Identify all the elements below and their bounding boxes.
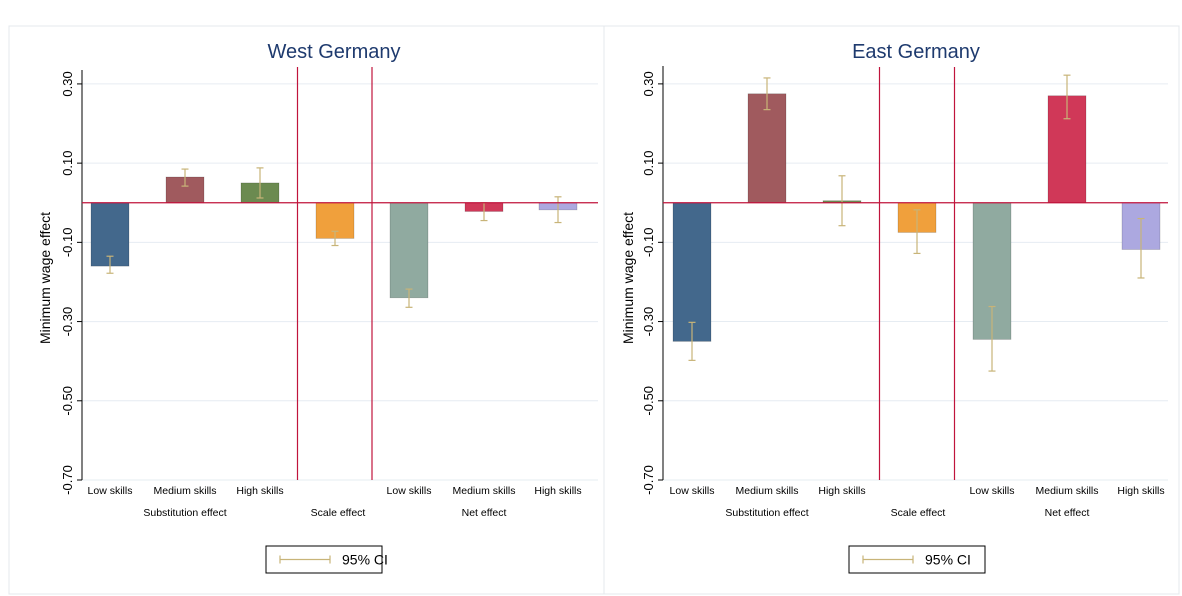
figure-frame [8, 25, 1180, 595]
group-label: Substitution effect [143, 507, 226, 519]
y-tick-label: -0.30 [60, 307, 75, 337]
group-label: Scale effect [891, 507, 946, 519]
bar [389, 202, 429, 299]
x-tick-label: Low skills [670, 485, 715, 497]
x-tick-label: High skills [534, 485, 581, 497]
legend-label: 95% CI [925, 552, 971, 568]
bar [90, 202, 130, 267]
y-tick-label: 0.30 [641, 71, 656, 96]
y-tick-label: -0.30 [641, 307, 656, 337]
y-tick-label: -0.10 [60, 228, 75, 258]
y-tick-label: 0.10 [641, 150, 656, 175]
x-tick-label: Medium skills [153, 485, 216, 497]
x-tick-label: Medium skills [1035, 485, 1098, 497]
group-label: Net effect [462, 507, 507, 519]
y-tick-label: -0.70 [60, 465, 75, 495]
chart-title: West Germany [268, 41, 401, 63]
chart-title: East Germany [852, 41, 980, 63]
y-tick-label: -0.50 [60, 386, 75, 416]
bar [747, 93, 787, 204]
y-tick-label: 0.30 [60, 71, 75, 96]
group-label: Scale effect [311, 507, 366, 519]
x-tick-label: Medium skills [735, 485, 798, 497]
x-tick-label: High skills [236, 485, 283, 497]
chart-panel-1: 0.30 0.10 -0.10 -0.30 -0.50 -0.70 Minimum wage… [620, 41, 1168, 574]
y-tick-label: 0.10 [60, 150, 75, 175]
x-tick-label: Medium skills [452, 485, 515, 497]
group-label: Substitution effect [725, 507, 808, 519]
group-label: Net effect [1045, 507, 1090, 519]
legend: 95% CI [848, 545, 986, 574]
y-tick-label: -0.10 [641, 228, 656, 258]
legend-label: 95% CI [342, 552, 388, 568]
y-tick-label: -0.70 [641, 465, 656, 495]
x-tick-label: High skills [1117, 485, 1164, 497]
bar [672, 202, 712, 342]
x-tick-label: Low skills [970, 485, 1015, 497]
x-tick-label: High skills [818, 485, 865, 497]
x-tick-label: Low skills [387, 485, 432, 497]
chart-panel-0: 0.30 0.10 -0.10 -0.30 -0.50 -0.70 Minimum wage… [37, 41, 598, 574]
y-axis-label: Minimum wage effect [37, 212, 53, 344]
y-tick-label: -0.50 [641, 386, 656, 416]
x-tick-label: Low skills [88, 485, 133, 497]
y-axis-label: Minimum wage effect [620, 212, 636, 344]
legend: 95% CI [265, 545, 388, 574]
